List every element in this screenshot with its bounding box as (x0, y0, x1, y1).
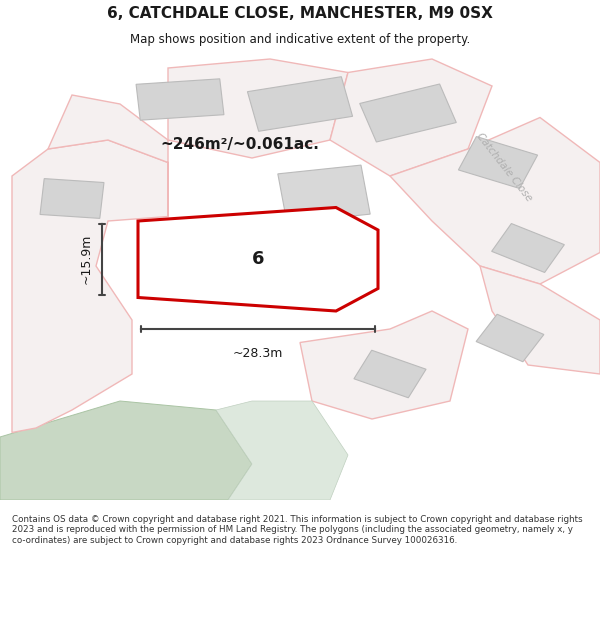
Text: ~15.9m: ~15.9m (80, 234, 93, 284)
Polygon shape (390, 118, 600, 284)
Polygon shape (48, 95, 168, 216)
Text: Contains OS data © Crown copyright and database right 2021. This information is : Contains OS data © Crown copyright and d… (12, 515, 583, 545)
Bar (476, 314, 544, 362)
Bar (136, 79, 224, 120)
Text: 6, CATCHDALE CLOSE, MANCHESTER, M9 0SX: 6, CATCHDALE CLOSE, MANCHESTER, M9 0SX (107, 6, 493, 21)
Text: ~28.3m: ~28.3m (233, 347, 283, 360)
Polygon shape (300, 311, 468, 419)
Bar (354, 350, 426, 398)
Polygon shape (0, 401, 252, 500)
Text: 6: 6 (252, 250, 264, 268)
Text: ~246m²/~0.061ac.: ~246m²/~0.061ac. (161, 137, 319, 152)
Bar (278, 165, 370, 223)
Polygon shape (330, 59, 492, 176)
Text: Catchdale Close: Catchdale Close (474, 131, 534, 203)
Polygon shape (480, 266, 600, 374)
Bar (40, 179, 104, 218)
Bar (247, 77, 353, 131)
Text: Map shows position and indicative extent of the property.: Map shows position and indicative extent… (130, 32, 470, 46)
Polygon shape (12, 140, 168, 432)
Polygon shape (138, 208, 378, 311)
Bar (360, 84, 456, 142)
Bar (458, 136, 538, 189)
Polygon shape (168, 59, 348, 158)
Bar (491, 224, 565, 272)
Polygon shape (216, 401, 348, 500)
